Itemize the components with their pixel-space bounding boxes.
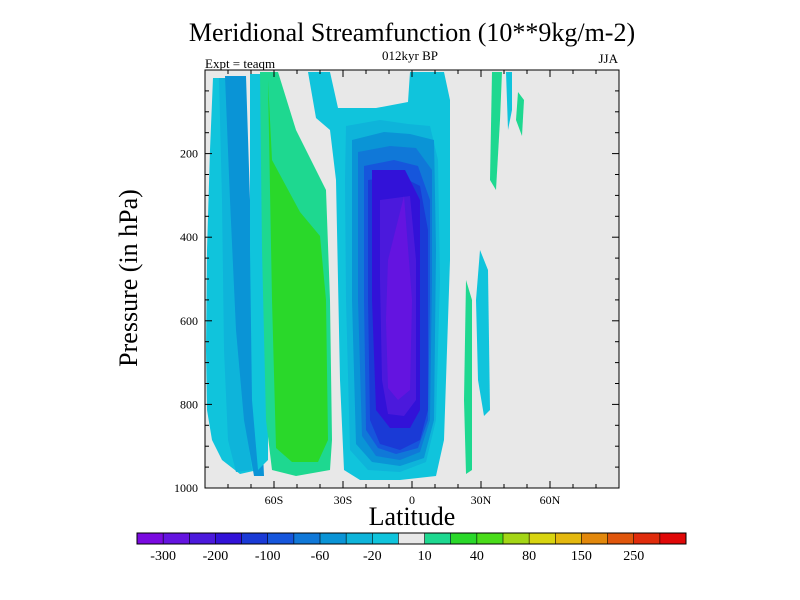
chart-subtitle-season: JJA: [598, 51, 618, 66]
colorbar-swatch: [503, 533, 530, 544]
x-tick-label: 60S: [265, 493, 284, 507]
colorbar-label: -20: [363, 549, 382, 564]
y-tick-label: 800: [180, 397, 198, 411]
x-tick-label: 60N: [540, 493, 561, 507]
colorbar-swatch: [215, 533, 242, 544]
contour-band-nh-green-1: [464, 280, 472, 474]
contour-band-nh-green-3: [516, 92, 524, 136]
y-axis: 200 400 600 800 1000: [174, 69, 619, 495]
contour-band-ferrel-core: [268, 80, 328, 462]
y-tick-label: 400: [180, 230, 198, 244]
contour-band-nh-green-2: [490, 72, 502, 190]
colorbar-swatch: [659, 533, 687, 544]
colorbar-label: 80: [522, 549, 536, 564]
colorbar-swatch: [346, 533, 373, 544]
x-axis: 60S 30S 0 30N 60N: [204, 70, 620, 507]
colorbar-swatch: [267, 533, 295, 544]
colorbar-swatch: [398, 533, 425, 544]
colorbar-swatch: [529, 533, 556, 544]
x-axis-label: Latitude: [369, 502, 456, 531]
y-axis-label: Pressure (in hPa): [114, 189, 143, 367]
colorbar-label: 250: [623, 549, 644, 564]
contour-plot-area: [204, 69, 620, 489]
chart-title: Meridional Streamfunction (10**9kg/m-2): [189, 18, 635, 47]
x-tick-label: 30S: [334, 493, 353, 507]
chart-subtitle-experiment: Expt = teaqm: [205, 56, 275, 71]
colorbar-swatch: [163, 533, 190, 544]
colorbar-swatch: [424, 533, 452, 544]
colorbar-swatch: [372, 533, 399, 544]
colorbar-swatch: [320, 533, 347, 544]
x-tick-label: 30N: [471, 493, 492, 507]
colorbar-label: 40: [470, 549, 484, 564]
contour-band-nh-blue-1: [476, 250, 490, 416]
contour-band-sh-outer-light: [206, 78, 258, 474]
colorbar-swatch: [450, 533, 478, 544]
chart-subtitle-period: 012kyr BP: [382, 48, 438, 63]
colorbar: -300 -200 -100 -60 -20 10 40 80 150 250: [136, 532, 687, 564]
colorbar-swatch: [555, 533, 582, 544]
contour-band-nh-blue-2: [506, 72, 512, 130]
colorbar-swatch: [293, 533, 321, 544]
x-tick-label: 0: [409, 493, 415, 507]
colorbar-label: 150: [571, 549, 592, 564]
contour-band-hadley-core: [386, 196, 412, 400]
y-tick-label: 600: [180, 314, 198, 328]
colorbar-label: 10: [418, 549, 432, 564]
colorbar-swatch: [137, 533, 164, 544]
colorbar-label: -300: [150, 549, 176, 564]
colorbar-swatch: [607, 533, 635, 544]
colorbar-swatch: [581, 533, 608, 544]
colorbar-label: -60: [311, 549, 330, 564]
colorbar-swatch: [189, 533, 216, 544]
y-tick-label: 200: [180, 147, 198, 161]
colorbar-label: -200: [203, 549, 229, 564]
colorbar-swatch: [241, 533, 269, 544]
colorbar-frame: [136, 532, 687, 545]
colorbar-swatch: [476, 533, 504, 544]
colorbar-label: -100: [255, 549, 281, 564]
contour-fills: [206, 72, 524, 480]
y-tick-label: 1000: [174, 481, 198, 495]
colorbar-swatch: [633, 533, 661, 544]
